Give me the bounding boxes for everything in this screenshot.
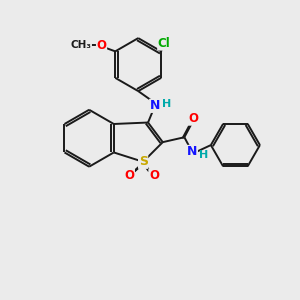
Text: O: O (188, 112, 198, 125)
Text: H: H (199, 150, 208, 160)
Text: H: H (162, 99, 171, 109)
Text: N: N (187, 146, 197, 158)
Text: Cl: Cl (158, 37, 170, 50)
Text: O: O (149, 169, 159, 182)
Text: N: N (150, 99, 160, 112)
Text: O: O (97, 39, 106, 52)
Text: CH₃: CH₃ (70, 40, 92, 50)
Text: O: O (124, 169, 134, 182)
Text: S: S (139, 155, 148, 168)
